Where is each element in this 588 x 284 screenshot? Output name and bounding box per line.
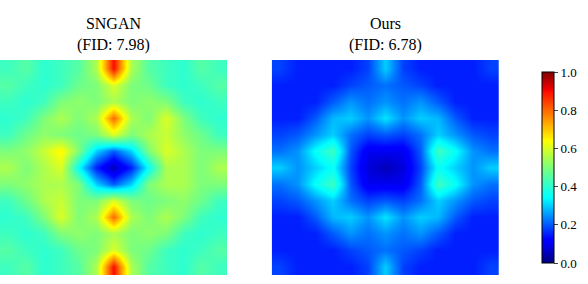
svg-text:SNGAN(FID: 7.98): SNGAN(FID: 7.98) <box>77 15 150 54</box>
svg-text:0.8: 0.8 <box>561 103 577 118</box>
svg-text:0.4: 0.4 <box>561 179 578 194</box>
svg-text:0.2: 0.2 <box>561 217 577 232</box>
svg-text:Ours(FID: 6.78): Ours(FID: 6.78) <box>349 15 422 54</box>
svg-text:1.0: 1.0 <box>561 65 577 80</box>
svg-text:0.6: 0.6 <box>561 141 578 156</box>
svg-text:0.0: 0.0 <box>561 256 577 271</box>
